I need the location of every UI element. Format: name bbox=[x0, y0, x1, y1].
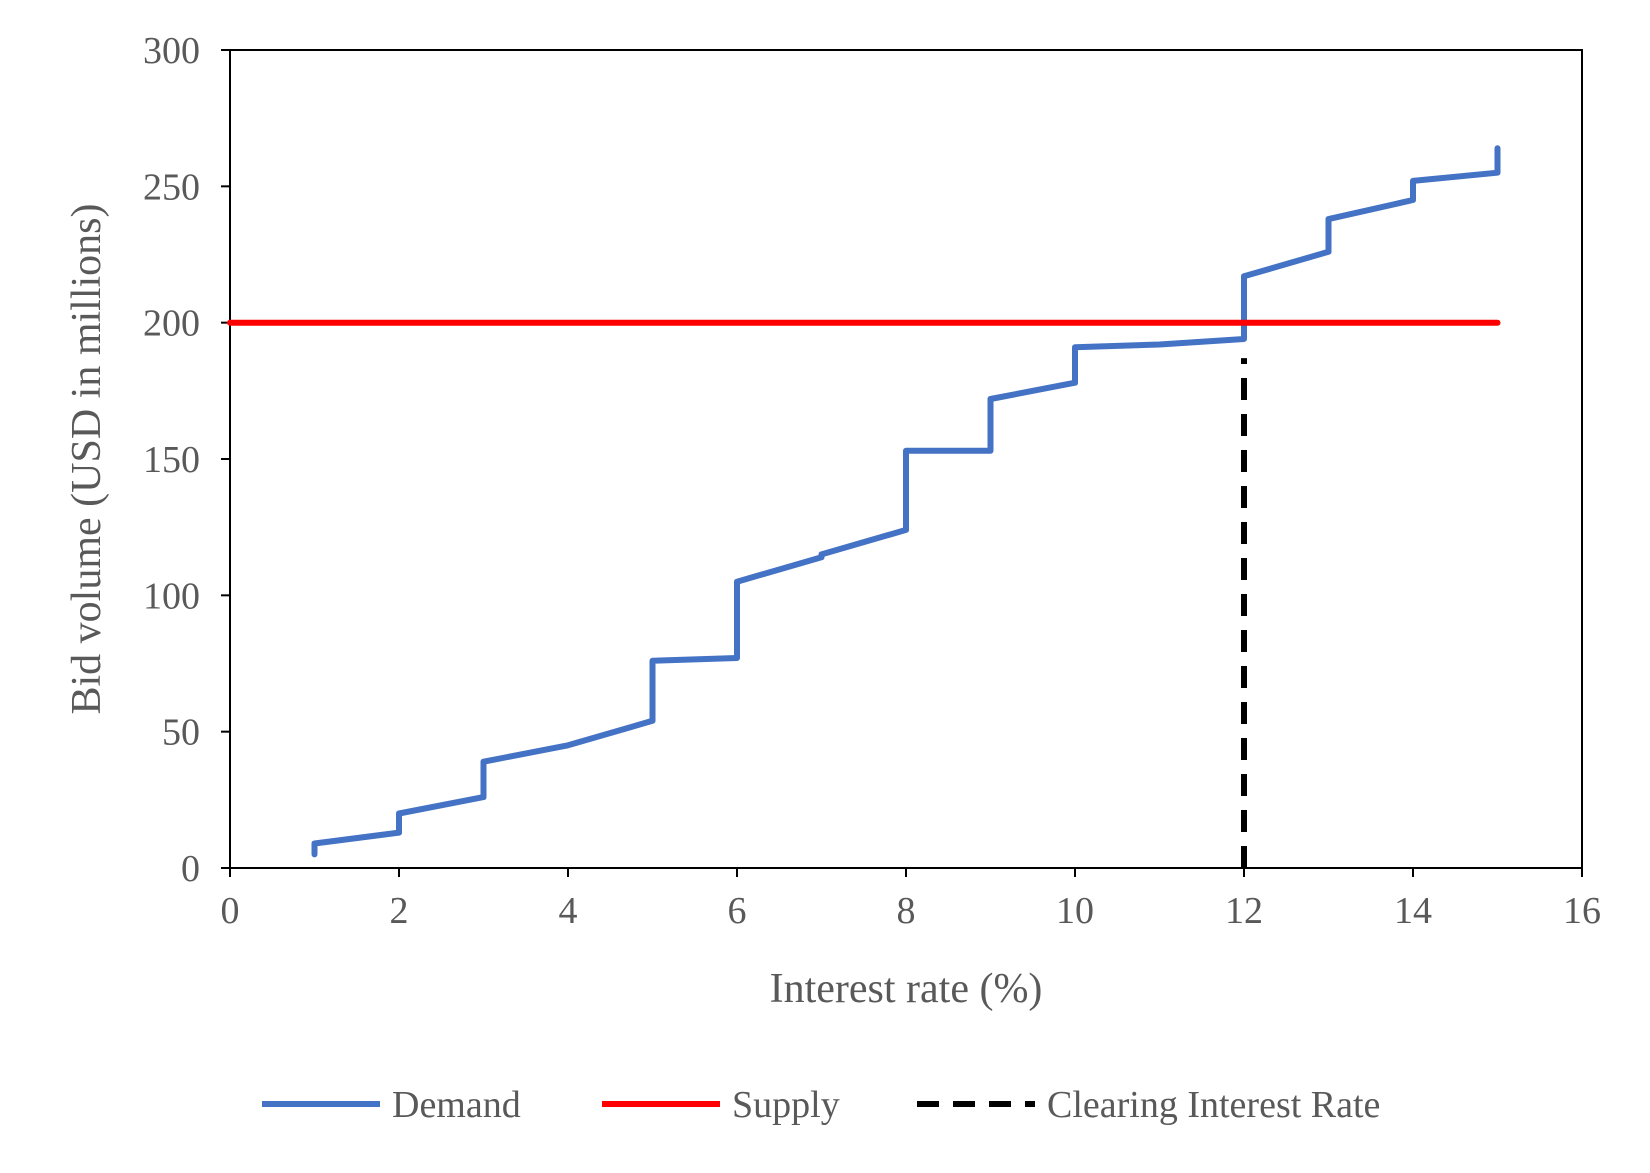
y-tick-label: 200 bbox=[143, 303, 200, 345]
y-tick-label: 0 bbox=[181, 848, 200, 890]
y-tick-label: 100 bbox=[143, 575, 200, 617]
y-tick-label: 300 bbox=[143, 30, 200, 72]
x-tick-label: 2 bbox=[390, 890, 409, 932]
x-tick-label: 10 bbox=[1056, 890, 1094, 932]
y-tick-label: 250 bbox=[143, 166, 200, 208]
y-tick-label: 150 bbox=[143, 439, 200, 481]
x-tick-label: 16 bbox=[1563, 890, 1601, 932]
x-tick-label: 0 bbox=[221, 890, 240, 932]
x-axis: 0 2 4 6 8 10 12 14 16 bbox=[221, 868, 1601, 932]
x-tick-label: 12 bbox=[1225, 890, 1263, 932]
x-tick-label: 14 bbox=[1394, 890, 1432, 932]
legend-label: Supply bbox=[732, 1084, 840, 1126]
y-axis-title: Bid volume (USD in millions) bbox=[64, 203, 110, 714]
series-line-demand bbox=[311, 145, 1501, 858]
y-tick-label: 50 bbox=[162, 712, 200, 754]
x-tick-label: 6 bbox=[728, 890, 747, 932]
legend-label: Clearing Interest Rate bbox=[1047, 1084, 1380, 1126]
x-axis-title: Interest rate (%) bbox=[770, 966, 1043, 1012]
x-tick-label: 4 bbox=[559, 890, 578, 932]
x-tick-label: 8 bbox=[897, 890, 916, 932]
y-axis: 0 50 100 150 200 250 300 bbox=[143, 30, 230, 890]
legend: Demand Supply Clearing Interest Rate bbox=[262, 1084, 1380, 1126]
series-layer bbox=[227, 145, 1501, 868]
legend-label: Demand bbox=[392, 1084, 521, 1126]
